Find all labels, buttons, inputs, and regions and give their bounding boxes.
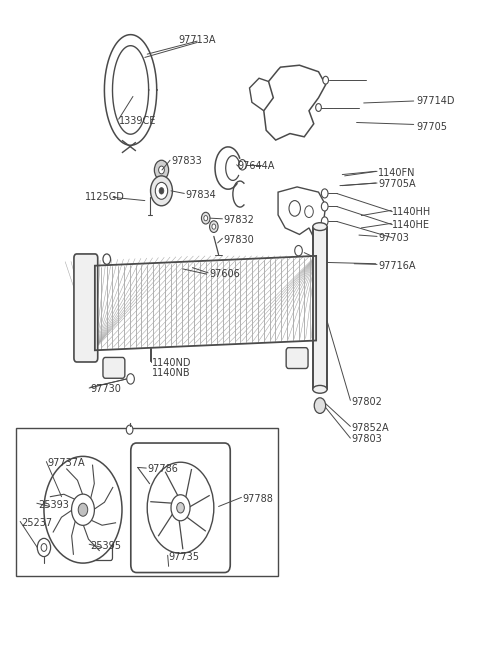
Text: 97803: 97803 — [352, 434, 383, 445]
Text: 97852A: 97852A — [352, 423, 389, 434]
Circle shape — [322, 189, 328, 198]
Circle shape — [37, 538, 50, 557]
Polygon shape — [95, 256, 316, 350]
Text: 1339CE: 1339CE — [119, 115, 156, 126]
Circle shape — [78, 503, 88, 516]
Text: 97713A: 97713A — [179, 35, 216, 45]
Circle shape — [151, 176, 172, 206]
Ellipse shape — [313, 385, 327, 393]
Text: 97834: 97834 — [185, 190, 216, 200]
Text: 97644A: 97644A — [238, 161, 275, 171]
Text: 97703: 97703 — [378, 233, 409, 243]
Text: 97832: 97832 — [223, 215, 254, 225]
Circle shape — [147, 462, 214, 553]
Bar — [313, 227, 327, 389]
Circle shape — [314, 398, 325, 413]
Text: 97737A: 97737A — [48, 458, 85, 468]
Circle shape — [322, 202, 328, 211]
FancyBboxPatch shape — [286, 348, 308, 369]
Circle shape — [127, 374, 134, 384]
Circle shape — [323, 76, 328, 84]
Text: 97735: 97735 — [168, 552, 200, 561]
Circle shape — [210, 221, 218, 233]
Text: 97786: 97786 — [147, 464, 178, 474]
Circle shape — [103, 254, 110, 265]
Text: 1140NB: 1140NB — [152, 368, 191, 378]
Circle shape — [159, 187, 164, 194]
Circle shape — [177, 502, 184, 513]
FancyBboxPatch shape — [131, 443, 230, 572]
Circle shape — [155, 160, 168, 179]
FancyBboxPatch shape — [74, 254, 98, 362]
Text: 97705A: 97705A — [378, 179, 416, 189]
Circle shape — [295, 246, 302, 256]
Text: 1140HE: 1140HE — [392, 219, 430, 230]
Circle shape — [41, 544, 47, 552]
Circle shape — [171, 495, 190, 521]
Circle shape — [126, 425, 133, 434]
Circle shape — [158, 166, 164, 174]
Text: 25393: 25393 — [38, 500, 69, 510]
Text: 97705: 97705 — [416, 122, 447, 132]
Text: 1140ND: 1140ND — [152, 358, 192, 368]
Text: 25237: 25237 — [21, 517, 52, 528]
Text: 97833: 97833 — [171, 156, 202, 166]
Circle shape — [44, 457, 122, 563]
Circle shape — [72, 494, 95, 525]
Circle shape — [202, 212, 210, 224]
Text: 1140HH: 1140HH — [392, 206, 432, 217]
FancyBboxPatch shape — [103, 358, 125, 379]
FancyBboxPatch shape — [92, 542, 112, 561]
Text: 97730: 97730 — [90, 384, 121, 394]
Circle shape — [133, 461, 143, 474]
Text: 97802: 97802 — [352, 398, 383, 407]
Text: 1125GD: 1125GD — [85, 193, 125, 202]
Text: 25395: 25395 — [90, 540, 121, 551]
Circle shape — [316, 103, 322, 111]
Circle shape — [212, 224, 216, 229]
Circle shape — [239, 160, 246, 170]
Text: 97714D: 97714D — [416, 96, 455, 106]
Text: 97830: 97830 — [223, 234, 254, 244]
Text: 97788: 97788 — [242, 494, 273, 504]
Ellipse shape — [313, 223, 327, 231]
Circle shape — [204, 215, 208, 221]
Text: 1140FN: 1140FN — [378, 168, 416, 178]
Text: 97606: 97606 — [209, 269, 240, 279]
Text: 97716A: 97716A — [378, 261, 416, 271]
Bar — [16, 428, 278, 576]
Circle shape — [322, 217, 328, 226]
Circle shape — [156, 182, 168, 199]
